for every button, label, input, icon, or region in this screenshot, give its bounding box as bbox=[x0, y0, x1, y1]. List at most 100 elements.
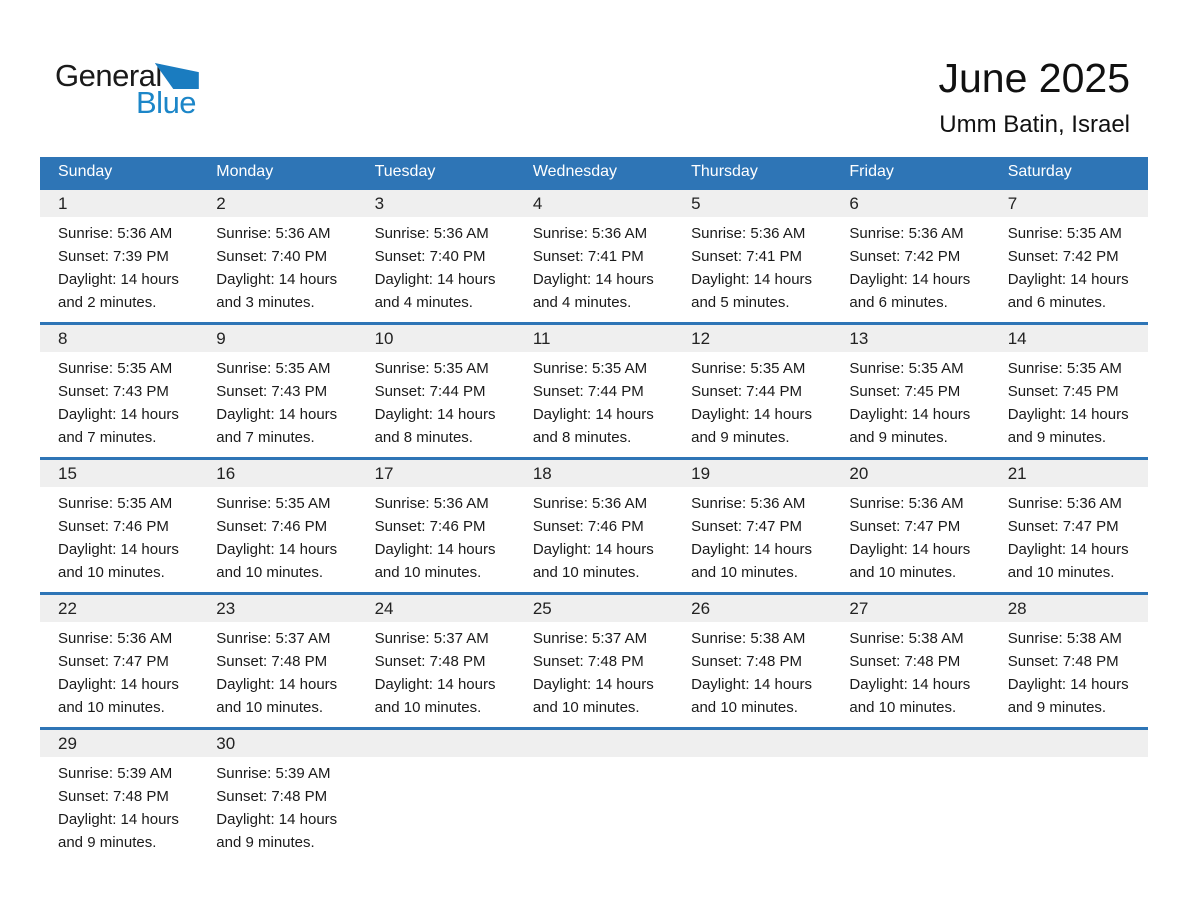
daylight-text: Daylight: 14 hours and 6 minutes. bbox=[1007, 270, 1129, 311]
day-header-friday: Friday bbox=[831, 157, 990, 188]
day-header-thursday: Thursday bbox=[673, 157, 832, 188]
daylight-text: Daylight: 14 hours and 9 minutes. bbox=[58, 810, 179, 851]
daylight-text: Daylight: 14 hours and 2 minutes. bbox=[58, 270, 179, 311]
day-details: Sunrise: 5:36 AM Sunset: 7:39 PM Daylight:… bbox=[40, 217, 198, 314]
day-cell: 2 Sunrise: 5:36 AM Sunset: 7:40 PM Daylight… bbox=[198, 188, 357, 323]
day-number: 11 bbox=[514, 324, 674, 352]
day-details: Sunrise: 5:36 AM Sunset: 7:47 PM Daylight:… bbox=[40, 622, 198, 719]
sunset-text: Sunset: 7:48 PM bbox=[532, 652, 644, 670]
sunrise-text: Sunrise: 5:35 AM bbox=[58, 359, 173, 377]
day-number bbox=[356, 729, 515, 757]
daylight-text: Daylight: 14 hours and 10 minutes. bbox=[216, 675, 338, 716]
day-number: 29 bbox=[40, 729, 199, 757]
daylight-text: Daylight: 14 hours and 7 minutes. bbox=[58, 405, 179, 446]
day-number: 13 bbox=[831, 324, 990, 352]
day-number: 25 bbox=[514, 594, 674, 622]
sunset-text: Sunset: 7:46 PM bbox=[58, 517, 169, 535]
day-details: Sunrise: 5:36 AM Sunset: 7:41 PM Daylight:… bbox=[673, 217, 831, 314]
day-cell: 15 Sunrise: 5:35 AM Sunset: 7:46 PM Dayligh… bbox=[40, 458, 199, 593]
week-row: 8 Sunrise: 5:35 AM Sunset: 7:43 PM Daylight… bbox=[40, 323, 1148, 458]
day-number: 8 bbox=[40, 324, 199, 352]
sunrise-text: Sunrise: 5:39 AM bbox=[58, 764, 173, 782]
day-details: Sunrise: 5:35 AM Sunset: 7:43 PM Daylight:… bbox=[40, 352, 198, 449]
day-number: 19 bbox=[673, 459, 832, 487]
empty-day-cell bbox=[989, 728, 1148, 863]
sunset-text: Sunset: 7:41 PM bbox=[532, 247, 644, 265]
day-details: Sunrise: 5:36 AM Sunset: 7:47 PM Daylight:… bbox=[831, 487, 989, 584]
day-cell: 19 Sunrise: 5:36 AM Sunset: 7:47 PM Dayligh… bbox=[673, 458, 832, 593]
daylight-text: Daylight: 14 hours and 4 minutes. bbox=[532, 270, 654, 311]
day-details: Sunrise: 5:37 AM Sunset: 7:48 PM Daylight:… bbox=[357, 622, 515, 719]
day-number: 28 bbox=[989, 594, 1148, 622]
day-cell: 17 Sunrise: 5:36 AM Sunset: 7:46 PM Dayligh… bbox=[356, 458, 515, 593]
sunset-text: Sunset: 7:42 PM bbox=[849, 247, 961, 265]
daylight-text: Daylight: 14 hours and 10 minutes. bbox=[532, 540, 654, 581]
day-cell: 20 Sunrise: 5:36 AM Sunset: 7:47 PM Dayligh… bbox=[831, 458, 990, 593]
daylight-text: Daylight: 14 hours and 8 minutes. bbox=[532, 405, 654, 446]
sunset-text: Sunset: 7:48 PM bbox=[1007, 652, 1119, 670]
day-cell: 28 Sunrise: 5:38 AM Sunset: 7:48 PM Dayligh… bbox=[989, 593, 1148, 728]
week-row: 15 Sunrise: 5:35 AM Sunset: 7:46 PM Dayligh… bbox=[40, 458, 1148, 593]
week-row: 1 Sunrise: 5:36 AM Sunset: 7:39 PM Daylight… bbox=[40, 188, 1148, 323]
day-details: Sunrise: 5:36 AM Sunset: 7:47 PM Daylight:… bbox=[673, 487, 831, 584]
daylight-text: Daylight: 14 hours and 10 minutes. bbox=[691, 675, 813, 716]
sunset-text: Sunset: 7:47 PM bbox=[849, 517, 961, 535]
day-details: Sunrise: 5:36 AM Sunset: 7:40 PM Daylight:… bbox=[198, 217, 356, 314]
day-cell: 14 Sunrise: 5:35 AM Sunset: 7:45 PM Dayligh… bbox=[989, 323, 1148, 458]
day-details: Sunrise: 5:36 AM Sunset: 7:41 PM Daylight:… bbox=[515, 217, 673, 314]
day-number: 23 bbox=[198, 594, 357, 622]
sunset-text: Sunset: 7:44 PM bbox=[691, 382, 803, 400]
sunrise-text: Sunrise: 5:38 AM bbox=[691, 629, 806, 647]
sunrise-text: Sunrise: 5:36 AM bbox=[374, 224, 489, 242]
sunrise-text: Sunrise: 5:35 AM bbox=[691, 359, 806, 377]
week-row: 22 Sunrise: 5:36 AM Sunset: 7:47 PM Dayligh… bbox=[40, 593, 1148, 728]
sunset-text: Sunset: 7:45 PM bbox=[849, 382, 961, 400]
empty-day-cell bbox=[514, 728, 674, 863]
daylight-text: Daylight: 14 hours and 9 minutes. bbox=[1007, 405, 1129, 446]
day-number: 10 bbox=[356, 324, 515, 352]
sunset-text: Sunset: 7:42 PM bbox=[1007, 247, 1119, 265]
sunrise-text: Sunrise: 5:36 AM bbox=[691, 494, 806, 512]
day-number: 30 bbox=[198, 729, 357, 757]
day-details: Sunrise: 5:37 AM Sunset: 7:48 PM Daylight:… bbox=[515, 622, 673, 719]
day-details: Sunrise: 5:35 AM Sunset: 7:45 PM Daylight:… bbox=[990, 352, 1148, 449]
day-number: 3 bbox=[356, 189, 515, 217]
day-number: 22 bbox=[40, 594, 199, 622]
day-number: 6 bbox=[831, 189, 990, 217]
sunset-text: Sunset: 7:40 PM bbox=[374, 247, 486, 265]
day-details: Sunrise: 5:35 AM Sunset: 7:46 PM Daylight:… bbox=[40, 487, 198, 584]
sunset-text: Sunset: 7:43 PM bbox=[58, 382, 169, 400]
sunset-text: Sunset: 7:48 PM bbox=[849, 652, 961, 670]
sunrise-text: Sunrise: 5:35 AM bbox=[532, 359, 648, 377]
day-cell: 16 Sunrise: 5:35 AM Sunset: 7:46 PM Dayligh… bbox=[198, 458, 357, 593]
daylight-text: Daylight: 14 hours and 10 minutes. bbox=[374, 540, 496, 581]
daylight-text: Daylight: 14 hours and 10 minutes. bbox=[532, 675, 654, 716]
empty-day-cell bbox=[831, 728, 990, 863]
sunset-text: Sunset: 7:46 PM bbox=[532, 517, 644, 535]
day-cell: 13 Sunrise: 5:35 AM Sunset: 7:45 PM Dayligh… bbox=[831, 323, 990, 458]
day-cell: 18 Sunrise: 5:36 AM Sunset: 7:46 PM Dayligh… bbox=[514, 458, 674, 593]
day-number: 27 bbox=[831, 594, 990, 622]
sunrise-text: Sunrise: 5:37 AM bbox=[374, 629, 489, 647]
daylight-text: Daylight: 14 hours and 3 minutes. bbox=[216, 270, 338, 311]
empty-day-cell bbox=[356, 728, 515, 863]
daylight-text: Daylight: 14 hours and 7 minutes. bbox=[216, 405, 338, 446]
day-details: Sunrise: 5:36 AM Sunset: 7:40 PM Daylight:… bbox=[357, 217, 515, 314]
day-number bbox=[673, 729, 832, 757]
daylight-text: Daylight: 14 hours and 8 minutes. bbox=[374, 405, 496, 446]
day-details: Sunrise: 5:37 AM Sunset: 7:48 PM Daylight:… bbox=[198, 622, 356, 719]
day-details: Sunrise: 5:38 AM Sunset: 7:48 PM Daylight:… bbox=[673, 622, 831, 719]
day-cell: 10 Sunrise: 5:35 AM Sunset: 7:44 PM Dayligh… bbox=[356, 323, 515, 458]
day-number: 7 bbox=[989, 189, 1148, 217]
daylight-text: Daylight: 14 hours and 10 minutes. bbox=[691, 540, 813, 581]
day-number: 26 bbox=[673, 594, 832, 622]
sunset-text: Sunset: 7:47 PM bbox=[58, 652, 169, 670]
sunrise-text: Sunrise: 5:36 AM bbox=[374, 494, 489, 512]
day-cell: 5 Sunrise: 5:36 AM Sunset: 7:41 PM Daylight… bbox=[673, 188, 832, 323]
sunrise-text: Sunrise: 5:35 AM bbox=[216, 494, 331, 512]
day-header-monday: Monday bbox=[198, 157, 357, 188]
logo-text-general: General bbox=[55, 58, 162, 93]
sunrise-text: Sunrise: 5:36 AM bbox=[1007, 494, 1122, 512]
day-details: Sunrise: 5:39 AM Sunset: 7:48 PM Daylight:… bbox=[40, 757, 198, 854]
day-details: Sunrise: 5:38 AM Sunset: 7:48 PM Daylight:… bbox=[831, 622, 989, 719]
